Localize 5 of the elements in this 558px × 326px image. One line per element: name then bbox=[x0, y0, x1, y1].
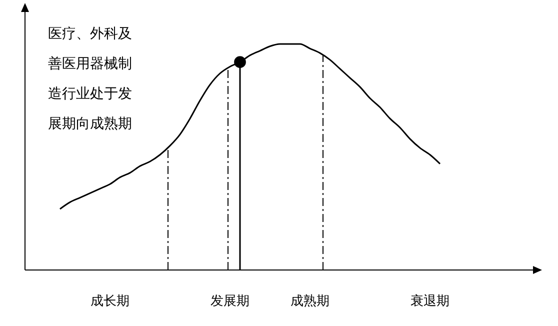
x-tick-label: 衰退期 bbox=[410, 293, 450, 309]
x-tick-label: 成长期 bbox=[90, 294, 130, 309]
annotation: 医疗、外科及善医用器械制造行业处于发展期向成熟期 bbox=[48, 26, 132, 132]
x-tick-label: 发展期 bbox=[210, 294, 250, 309]
x-tick-label: 成熟期 bbox=[290, 294, 330, 309]
